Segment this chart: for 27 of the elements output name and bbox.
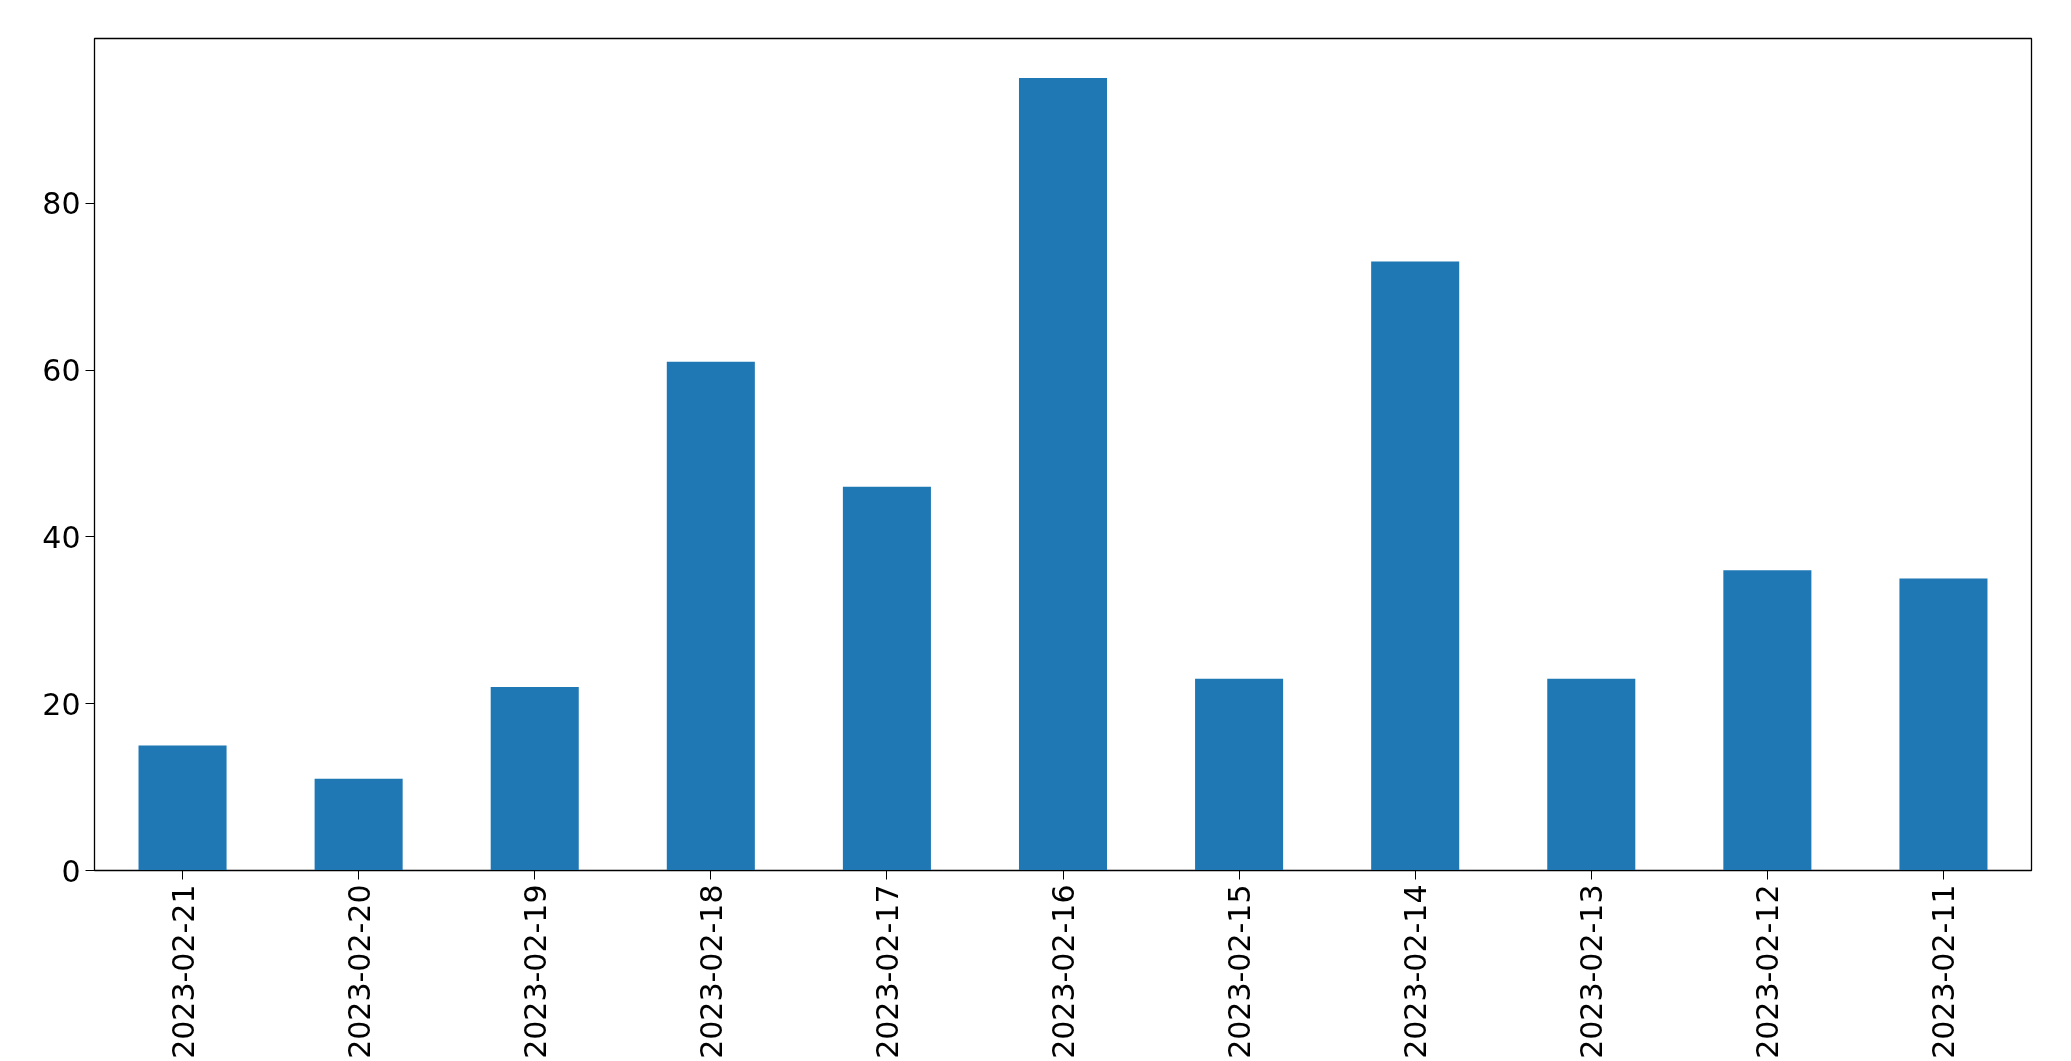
bar — [1018, 78, 1108, 871]
bar — [1723, 570, 1812, 871]
y-tick-label: 80 — [42, 186, 81, 222]
y-tick-label: 20 — [42, 686, 81, 722]
bar — [1371, 261, 1460, 871]
x-tick-label: 2023-02-18 — [693, 884, 729, 1059]
y-tick-label: 60 — [42, 353, 81, 389]
x-tick-label: 2023-02-21 — [165, 884, 201, 1059]
x-tick-label: 2023-02-16 — [1046, 884, 1081, 1059]
x-tick-label: 2023-02-12 — [1750, 884, 1786, 1059]
x-tick-label: 2023-02-11 — [1926, 884, 1962, 1059]
x-tick-label: 2023-02-20 — [341, 884, 377, 1059]
bar — [666, 361, 755, 871]
x-tick-label: 2023-02-15 — [1222, 884, 1258, 1059]
y-tick-label: 40 — [42, 519, 81, 555]
y-tick-label: 0 — [61, 853, 81, 889]
bar — [842, 486, 931, 871]
bar — [138, 745, 227, 871]
bar — [1195, 678, 1284, 871]
x-tick-label: 2023-02-14 — [1398, 884, 1434, 1059]
bar — [1899, 578, 1988, 871]
bar — [1547, 678, 1636, 871]
x-tick-label: 2023-02-17 — [869, 884, 905, 1059]
x-tick-label: 2023-02-19 — [517, 884, 553, 1059]
bar — [490, 687, 579, 871]
bar — [314, 778, 403, 871]
x-tick-label: 2023-02-13 — [1574, 884, 1610, 1059]
